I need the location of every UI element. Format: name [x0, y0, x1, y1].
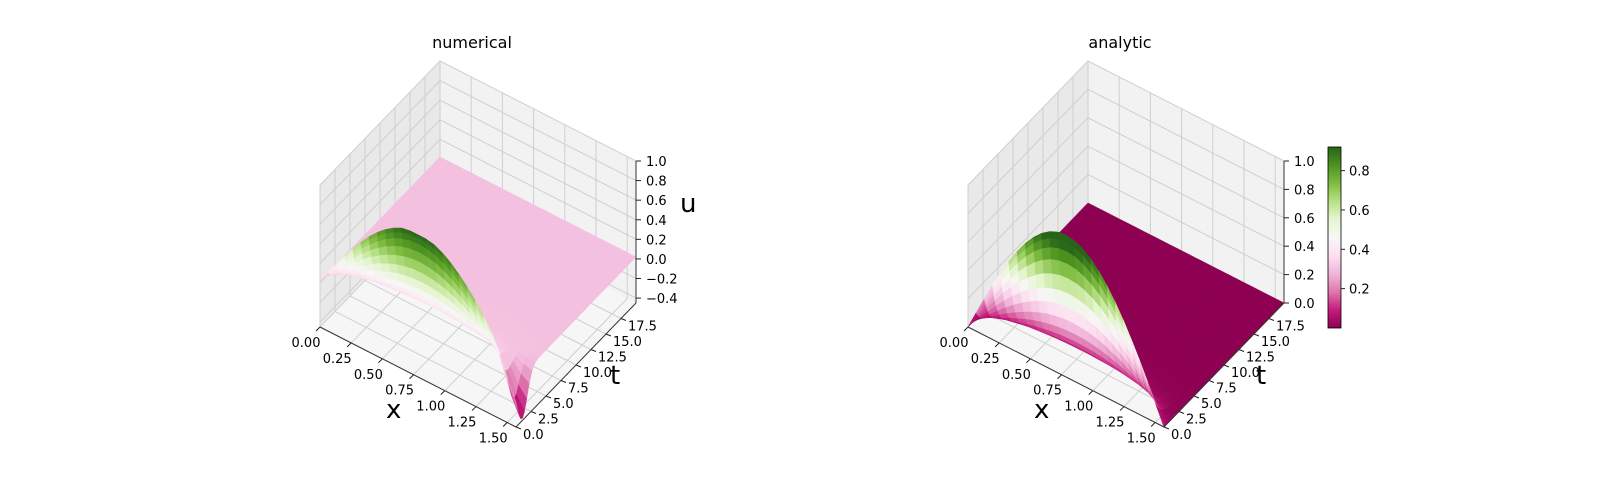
surface-patch — [507, 380, 517, 404]
surface-patch — [1050, 258, 1061, 276]
u-tick-label: 1.0 — [1294, 155, 1315, 170]
axis-ticks: 0.000.250.500.751.001.251.50 0.02.55.07.5… — [292, 155, 678, 446]
u-tick-label: 0.6 — [646, 194, 667, 209]
surface-patch — [319, 272, 329, 282]
t-tick-label: 7.5 — [568, 382, 589, 397]
u-tick-label: 0.6 — [1294, 212, 1315, 227]
t-axis-label: t — [610, 361, 620, 391]
x-tick-label: 0.25 — [971, 352, 1000, 367]
surface-patch — [1043, 272, 1054, 289]
surface-patch — [387, 254, 398, 265]
u-tick-label: 0.8 — [646, 175, 667, 190]
t-tick-label: 2.5 — [538, 413, 559, 428]
x-tick-label: 1.25 — [1095, 416, 1124, 431]
t-tick-label: 12.5 — [598, 351, 627, 366]
surface-patch — [1051, 272, 1062, 291]
u-tick-label: −0.2 — [646, 273, 678, 288]
x-tick-label: 1.50 — [479, 431, 508, 446]
t-tick-label: 2.5 — [1186, 413, 1207, 428]
t-tick-label: 15.0 — [1261, 335, 1290, 350]
surface-patch — [393, 231, 403, 239]
x-tick-label: 1.50 — [1127, 431, 1156, 446]
t-tick-label: 12.5 — [1246, 351, 1275, 366]
x-tick-label: 0.00 — [940, 336, 969, 351]
surface-patch — [379, 254, 390, 264]
u-tick-label: 1.0 — [646, 155, 667, 170]
x-tick-label: 0.50 — [1002, 368, 1031, 383]
x-axis-label: x — [1034, 395, 1049, 425]
u-tick-label: −0.4 — [646, 292, 678, 307]
surface — [967, 202, 1285, 428]
u-axis-label: u — [680, 189, 696, 219]
u-tick-label: 0.8 — [1294, 183, 1315, 198]
x-tick-label: 1.00 — [1064, 400, 1093, 415]
x-tick-label: 1.00 — [416, 400, 445, 415]
x-tick-label: 0.75 — [385, 384, 414, 399]
colorbar-tick-label: 0.6 — [1349, 204, 1370, 219]
t-tick-label: 0.0 — [523, 428, 544, 443]
colorbar-gradient — [1327, 146, 1342, 329]
colorbar-tick-label: 0.8 — [1349, 165, 1370, 180]
surface-patch — [385, 237, 396, 247]
surface-patch — [1049, 237, 1059, 249]
surface — [319, 156, 637, 420]
x-tick-label: 0.75 — [1033, 384, 1062, 399]
u-tick-label: 0.2 — [646, 233, 667, 248]
colorbar-ticks: 0.2 0.4 0.6 0.8 — [1341, 165, 1370, 298]
plot-title: analytic — [1088, 33, 1151, 52]
t-tick-label: 0.0 — [1171, 428, 1192, 443]
surface-patch — [1028, 287, 1039, 302]
u-tick-label: 0.4 — [1294, 240, 1315, 255]
colorbar-tick-label: 0.4 — [1349, 243, 1370, 258]
surface-patch — [394, 245, 405, 257]
u-tick-label: 0.0 — [646, 253, 667, 268]
surface-patch — [1042, 258, 1053, 274]
colorbar-tick-label: 0.2 — [1349, 283, 1370, 298]
t-tick-label: 10.0 — [1231, 366, 1260, 381]
x-tick-label: 0.50 — [354, 368, 383, 383]
plot-title: numerical — [432, 33, 512, 52]
surface-patch — [1035, 272, 1046, 289]
t-tick-label: 5.0 — [553, 397, 574, 412]
t-tick-label: 7.5 — [1216, 382, 1237, 397]
surface-patch — [1049, 232, 1059, 240]
surface-patch — [394, 237, 404, 247]
t-tick-label: 17.5 — [628, 320, 657, 335]
numerical-plot: numerical 0.000.250.500.751.001.251.50 0.… — [292, 33, 697, 446]
t-tick-label: 10.0 — [583, 366, 612, 381]
x-axis-label: x — [386, 395, 401, 425]
surface-patch — [1042, 246, 1052, 260]
axis-ticks: 0.000.250.500.751.001.251.50 0.02.55.07.5… — [940, 155, 1315, 446]
surface-patch — [1034, 259, 1045, 275]
x-tick-label: 0.00 — [292, 336, 321, 351]
t-tick-label: 5.0 — [1201, 397, 1222, 412]
x-tick-label: 0.25 — [323, 352, 352, 367]
t-tick-label: 15.0 — [613, 335, 642, 350]
t-tick-label: 17.5 — [1276, 320, 1305, 335]
x-tick-label: 1.25 — [447, 416, 476, 431]
t-axis-label: t — [1256, 361, 1266, 391]
u-tick-label: 0.2 — [1294, 269, 1315, 284]
u-tick-label: 0.4 — [646, 214, 667, 229]
analytic-plot: analytic 0.000.250.500.751.001.251.50 0.0… — [940, 33, 1315, 446]
u-tick-label: 0.0 — [1294, 297, 1315, 312]
surface-patch — [1049, 231, 1059, 234]
surface-patch — [393, 227, 402, 230]
colorbar: 0.2 0.4 0.6 0.8 — [1327, 146, 1370, 329]
surface-patch — [1050, 246, 1060, 261]
surface-patch — [395, 254, 406, 267]
surface-patch — [393, 228, 403, 233]
surface-patch — [386, 245, 397, 255]
